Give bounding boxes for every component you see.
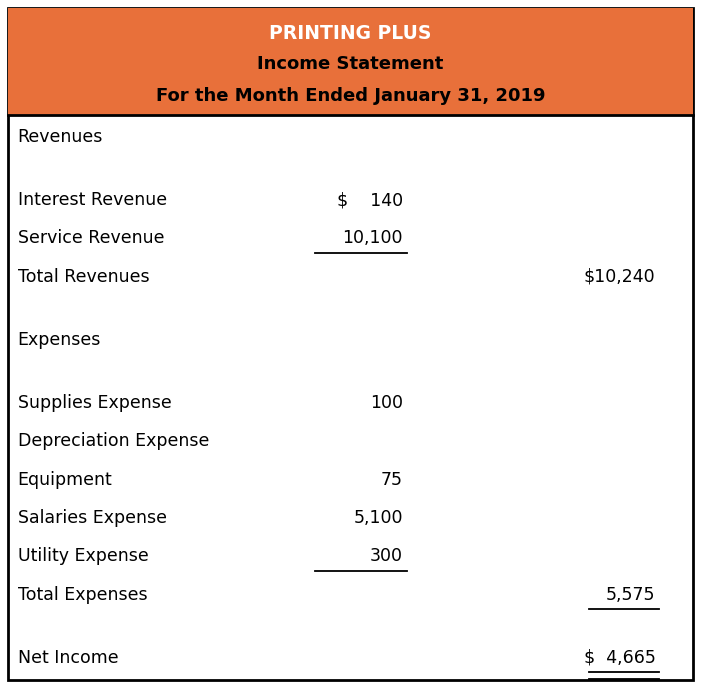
Text: Total Expenses: Total Expenses: [18, 585, 147, 603]
Text: 300: 300: [370, 548, 403, 566]
Text: Depreciation Expense: Depreciation Expense: [18, 432, 209, 451]
Text: $    140: $ 140: [337, 191, 403, 209]
Text: $10,240: $10,240: [584, 268, 655, 286]
Text: Equipment: Equipment: [18, 471, 112, 488]
Text: 100: 100: [370, 394, 403, 412]
Text: Interest Revenue: Interest Revenue: [18, 191, 167, 209]
Text: Expenses: Expenses: [18, 331, 101, 349]
Text: 5,575: 5,575: [606, 585, 655, 603]
Text: For the Month Ended January 31, 2019: For the Month Ended January 31, 2019: [156, 87, 545, 105]
Text: Net Income: Net Income: [18, 649, 118, 667]
Text: 75: 75: [381, 471, 403, 488]
Text: Utility Expense: Utility Expense: [18, 548, 149, 566]
Text: Salaries Expense: Salaries Expense: [18, 509, 167, 527]
Bar: [8, 8, 693, 115]
Text: $  4,665: $ 4,665: [583, 649, 655, 667]
Text: Supplies Expense: Supplies Expense: [18, 394, 171, 412]
Text: 10,100: 10,100: [343, 229, 403, 247]
Text: Total Revenues: Total Revenues: [18, 268, 149, 286]
Text: Revenues: Revenues: [18, 128, 103, 146]
Text: Income Statement: Income Statement: [257, 55, 444, 73]
Text: PRINTING PLUS: PRINTING PLUS: [269, 24, 432, 43]
Text: 5,100: 5,100: [353, 509, 403, 527]
Text: Service Revenue: Service Revenue: [18, 229, 164, 247]
